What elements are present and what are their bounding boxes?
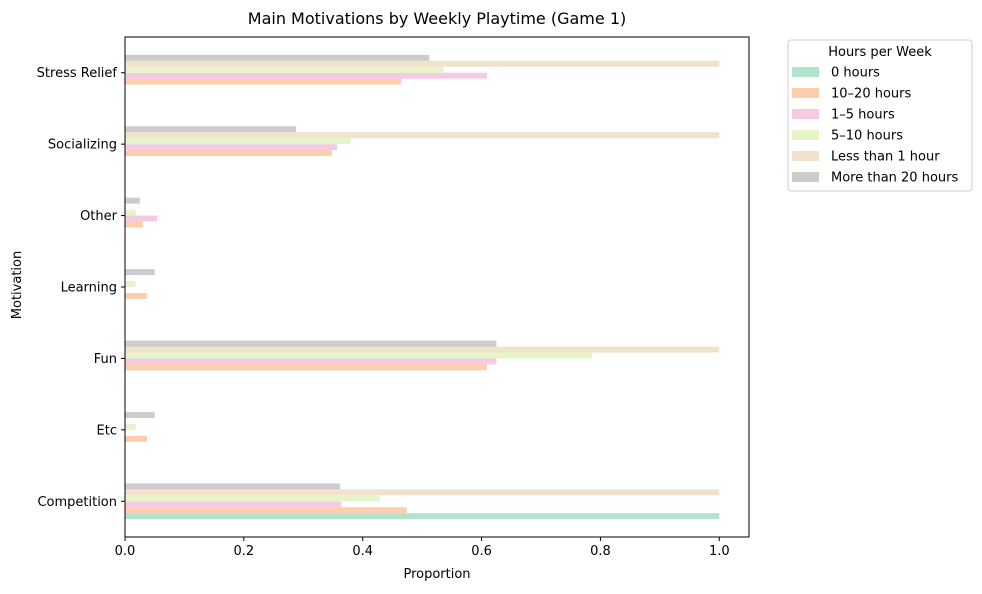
legend-entry: Less than 1 hour xyxy=(831,150,940,165)
y-tick-label: Stress Relief xyxy=(37,66,118,81)
legend-entry: 5–10 hours xyxy=(831,129,903,144)
bar xyxy=(125,507,407,514)
bar xyxy=(125,138,351,145)
bar xyxy=(125,78,402,85)
bar xyxy=(125,495,380,502)
x-tick-label: 0.2 xyxy=(234,544,255,559)
x-tick-label: 0.6 xyxy=(471,544,492,559)
bar xyxy=(125,292,147,299)
bar xyxy=(125,150,332,157)
bar xyxy=(125,215,158,222)
chart-title: Main Motivations by Weekly Playtime (Gam… xyxy=(248,9,626,28)
bar xyxy=(125,352,593,359)
bar xyxy=(125,72,487,79)
x-tick-label: 1.0 xyxy=(709,544,730,559)
bar xyxy=(125,412,155,418)
y-tick-label: Learning xyxy=(61,281,117,296)
bar xyxy=(125,513,720,520)
bar xyxy=(125,346,720,353)
bar xyxy=(125,209,136,216)
x-tick-label: 0.0 xyxy=(115,544,136,559)
y-tick-label: Fun xyxy=(94,352,117,367)
bar xyxy=(125,132,720,139)
bar xyxy=(125,221,143,228)
bar xyxy=(125,435,147,442)
legend-swatch xyxy=(792,130,819,140)
legend-frame xyxy=(787,39,973,192)
bar xyxy=(125,54,430,61)
bar xyxy=(125,197,140,204)
bar xyxy=(125,358,497,365)
legend-swatch xyxy=(792,88,819,98)
x-tick-label: 0.8 xyxy=(590,544,611,559)
bar xyxy=(125,483,341,490)
bar xyxy=(125,423,136,430)
bar xyxy=(125,489,720,496)
legend-swatch xyxy=(792,151,819,161)
y-tick-label: Competition xyxy=(37,495,117,510)
y-tick-label: Other xyxy=(80,209,118,224)
axes-frame xyxy=(124,36,750,538)
legend-swatch xyxy=(792,109,819,119)
plot-area: Competition Etc Fun Learning Other Socializin… xyxy=(37,36,750,559)
y-tick-label: Socializing xyxy=(48,138,117,153)
y-axis-label: Motivation xyxy=(10,251,25,319)
legend-title: Hours per Week xyxy=(828,45,932,60)
bar xyxy=(125,501,342,508)
x-axis-label: Proportion xyxy=(403,567,470,582)
bar xyxy=(125,144,338,151)
x-tick-label: 0.4 xyxy=(352,544,373,559)
legend-swatch xyxy=(792,67,819,77)
bar xyxy=(125,281,136,287)
legend-entry: 10–20 hours xyxy=(831,87,911,102)
bar xyxy=(125,60,720,67)
legend-entry: 0 hours xyxy=(831,66,880,81)
bar xyxy=(125,340,497,347)
bar xyxy=(125,66,444,73)
legend-items: 0 hours 10–20 hours 1–5 hours 5–10 hours Les… xyxy=(792,66,958,186)
bar xyxy=(125,364,487,371)
legend-swatch xyxy=(792,172,819,182)
legend: Hours per Week 0 hours 10–20 hours 1–5 hou… xyxy=(787,39,973,192)
bar xyxy=(125,269,155,276)
y-tick-label: Etc xyxy=(97,423,117,438)
bar xyxy=(125,126,297,133)
legend-entry: More than 20 hours xyxy=(831,171,958,186)
legend-entry: 1–5 hours xyxy=(831,108,895,123)
